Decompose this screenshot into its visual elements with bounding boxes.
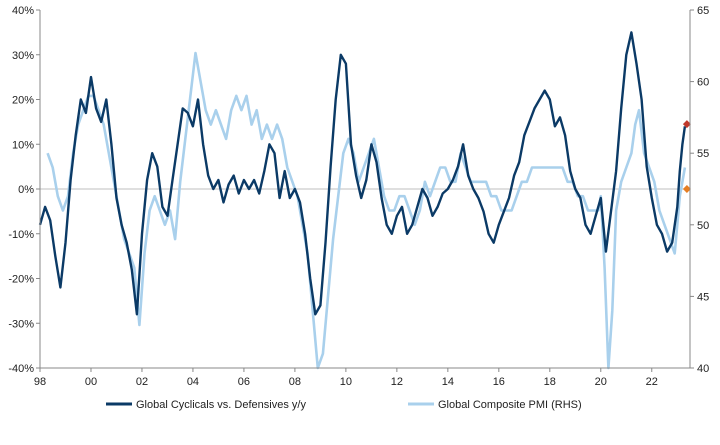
left-tick-label: 30%	[12, 50, 34, 62]
legend-label: Global Cyclicals vs. Defensives y/y	[136, 399, 306, 411]
right-tick-label: 60	[697, 77, 709, 89]
left-tick-label: 40%	[12, 5, 34, 17]
left-tick-label: -30%	[8, 318, 34, 330]
x-tick-label: 00	[85, 376, 97, 388]
x-tick-label: 06	[238, 376, 250, 388]
left-tick-label: 20%	[12, 95, 34, 107]
x-tick-label: 08	[289, 376, 301, 388]
series-line-cyclicals	[38, 31, 687, 316]
x-tick-label: 14	[442, 376, 454, 388]
left-tick-label: -40%	[8, 363, 34, 375]
end-marker-cyclicals	[682, 120, 691, 129]
x-tick-label: 12	[391, 376, 403, 388]
legend: Global Cyclicals vs. Defensives y/y Globa…	[106, 399, 582, 411]
right-tick-label: 45	[697, 291, 709, 303]
end-marker-pmi	[682, 185, 691, 193]
x-tick-label: 02	[136, 376, 148, 388]
right-tick-label: 55	[697, 148, 709, 160]
x-tick-label: 16	[493, 376, 505, 388]
right-tick-label: 65	[697, 5, 709, 17]
x-tick-label: 20	[595, 376, 607, 388]
x-tick-label: 98	[34, 376, 46, 388]
series-line-pmi	[46, 51, 687, 370]
series-lines	[38, 31, 691, 370]
right-tick-label: 50	[697, 220, 709, 232]
x-tick-label: 22	[646, 376, 658, 388]
x-tick-label: 18	[544, 376, 556, 388]
left-tick-label: 10%	[12, 139, 34, 151]
tick-labels: -40% -30% -20% -10% 0% 10% 20% 30% 40% 40 45 50 55 60…	[8, 5, 709, 388]
left-tick-label: 0%	[18, 184, 34, 196]
x-tick-label: 10	[340, 376, 352, 388]
x-tick-label: 04	[187, 376, 199, 388]
left-tick-label: -20%	[8, 274, 34, 286]
right-tick-label: 40	[697, 363, 709, 375]
legend-label: Global Composite PMI (RHS)	[438, 399, 582, 411]
left-tick-label: -10%	[8, 229, 34, 241]
